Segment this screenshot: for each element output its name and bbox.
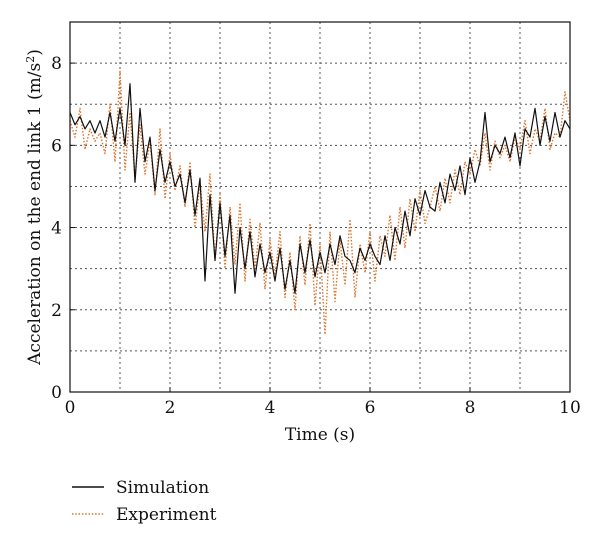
legend: Simulation Experiment xyxy=(72,478,217,525)
grid-lines xyxy=(70,22,570,392)
y-axis-label-superscript: 2 xyxy=(24,56,37,63)
series-line-simulation xyxy=(69,83,571,294)
tick-labels: 0 2 4 6 8 10 0 2 4 6 8 xyxy=(51,54,581,418)
y-tick-label: 8 xyxy=(51,54,62,74)
y-tick-label: 0 xyxy=(51,383,62,403)
legend-label-simulation: Simulation xyxy=(116,478,209,498)
y-tick-label: 6 xyxy=(51,136,62,156)
legend-label-experiment: Experiment xyxy=(116,505,217,525)
series-layer xyxy=(69,70,571,336)
x-tick-label: 0 xyxy=(65,398,76,418)
y-axis-label-close: ) xyxy=(25,49,45,56)
y-axis-label: Acceleration on the end link 1 (m/s2) xyxy=(24,49,45,366)
plot-frame xyxy=(69,21,571,393)
x-tick-label: 8 xyxy=(465,398,476,418)
x-tick-label: 4 xyxy=(265,398,276,418)
y-tick-label: 2 xyxy=(51,301,62,321)
x-tick-label: 2 xyxy=(165,398,176,418)
y-tick-label: 4 xyxy=(51,219,62,239)
x-tick-label: 6 xyxy=(365,398,376,418)
y-axis-label-main: Acceleration on the end link 1 (m/s xyxy=(25,63,45,366)
x-axis-label: Time (s) xyxy=(285,425,355,445)
x-tick-label: 10 xyxy=(559,398,581,418)
